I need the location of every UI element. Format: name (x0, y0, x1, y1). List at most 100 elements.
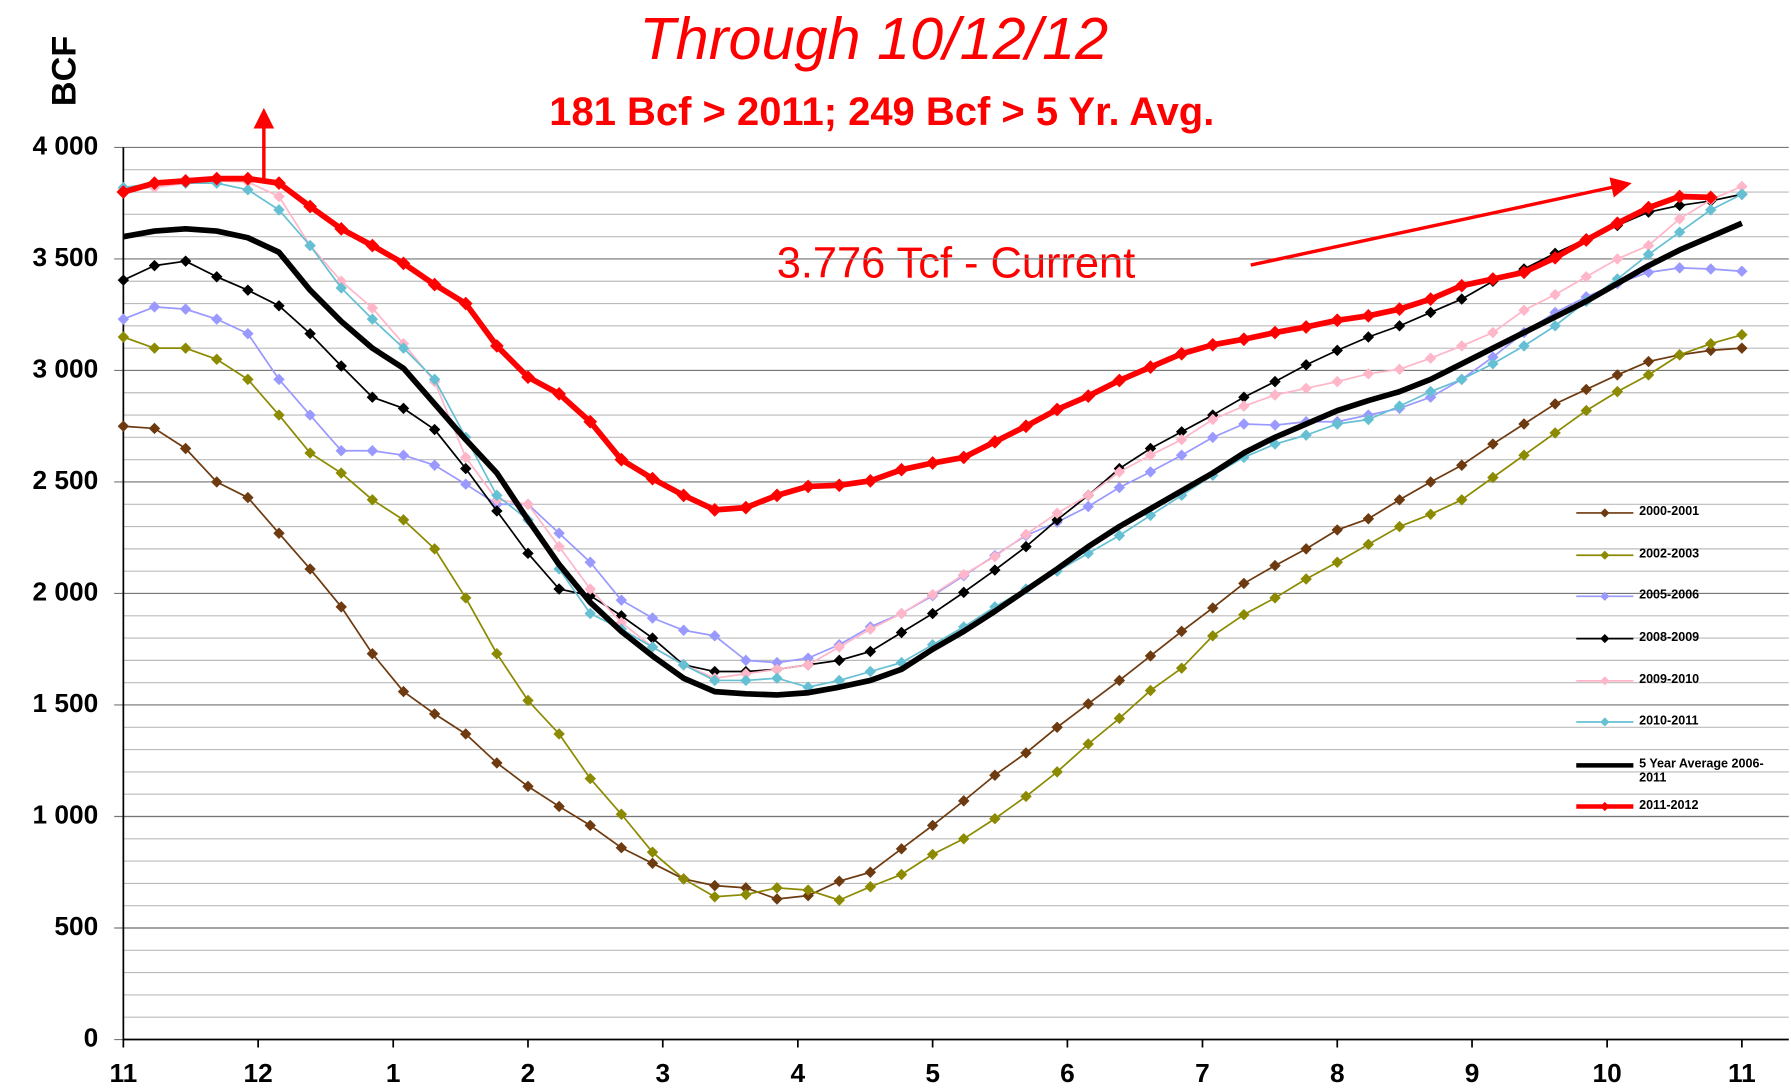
data-point (335, 275, 347, 287)
data-point (709, 891, 721, 903)
data-point (553, 728, 565, 740)
legend-marker (1600, 550, 1610, 560)
data-point (522, 780, 534, 793)
legend-marker (1600, 801, 1610, 812)
data-point (584, 819, 596, 832)
x-tick-label: 6 (1060, 1058, 1075, 1088)
data-point (1113, 481, 1126, 494)
data-point (1611, 253, 1624, 265)
y-tick-label: 1 000 (32, 799, 98, 829)
data-point (1051, 514, 1063, 526)
data-point (1331, 344, 1343, 357)
chart-subtitle: 181 Bcf > 2011; 249 Bcf > 5 Yr. Avg. (549, 90, 1214, 134)
data-point (117, 331, 130, 343)
data-point (1082, 500, 1094, 513)
data-point (148, 259, 161, 272)
data-point (428, 708, 441, 720)
legend-item: 2005-2006 (1639, 588, 1699, 602)
data-point (646, 641, 659, 653)
data-point (1611, 369, 1624, 381)
data-point (989, 769, 1001, 781)
data-point (1518, 418, 1530, 430)
data-point (958, 568, 970, 581)
data-point (491, 647, 503, 660)
x-tick-label: 7 (1195, 1058, 1210, 1088)
y-tick-label: 500 (54, 911, 98, 941)
data-point (1454, 278, 1469, 293)
data-point (1393, 494, 1406, 506)
data-point (895, 607, 908, 620)
data-point (1610, 216, 1625, 231)
data-point (522, 547, 534, 560)
data-point (1113, 466, 1126, 478)
data-point (615, 842, 628, 854)
data-point (1487, 351, 1499, 363)
data-point (1113, 529, 1126, 542)
x-tick-label: 11 (109, 1058, 137, 1088)
data-point (1487, 326, 1499, 339)
data-point (1082, 698, 1094, 710)
data-point (1362, 331, 1375, 343)
data-point (304, 327, 316, 340)
data-point (304, 409, 316, 421)
data-point (646, 612, 659, 624)
y-tick-label: 3 000 (32, 353, 98, 383)
y-tick-label: 0 (84, 1022, 99, 1052)
data-point (179, 255, 192, 267)
legend-item: 5 Year Average 2006-2011 (1639, 757, 1764, 784)
data-point (1300, 573, 1312, 585)
data-point (522, 694, 534, 707)
series-line (122, 175, 1711, 513)
data-point (1487, 471, 1499, 484)
data-point (1051, 507, 1063, 519)
data-point (864, 623, 877, 635)
data-point (1331, 524, 1343, 536)
data-point (677, 624, 690, 636)
x-tick-label: 10 (1593, 1058, 1622, 1088)
data-point (645, 471, 660, 486)
data-point (366, 445, 379, 457)
data-point (1300, 543, 1312, 555)
data-point (1361, 308, 1376, 323)
data-point (1331, 375, 1343, 388)
data-point (242, 491, 254, 504)
data-point (1518, 340, 1530, 352)
legend-marker (1600, 676, 1610, 686)
data-point (1362, 513, 1375, 525)
data-point (926, 607, 939, 620)
data-point (242, 327, 254, 340)
data-point (1673, 262, 1686, 274)
legend-marker (1600, 591, 1610, 601)
data-point (1642, 369, 1655, 381)
chart-title: Through 10/12/12 (639, 5, 1108, 72)
data-point (863, 473, 878, 488)
data-point (958, 833, 970, 845)
data-point (1269, 592, 1281, 604)
legend-item: 2011-2012 (1639, 799, 1698, 813)
data-point (427, 277, 442, 292)
data-point (1549, 398, 1561, 410)
data-point (1175, 625, 1188, 638)
data-point (802, 652, 814, 664)
data-point (1238, 391, 1250, 403)
data-point (1549, 427, 1561, 439)
data-point (116, 185, 131, 199)
data-point (1300, 429, 1312, 441)
data-point (304, 239, 316, 252)
data-point (1113, 712, 1126, 725)
data-point (1424, 508, 1437, 521)
data-point (1518, 449, 1530, 461)
data-point (894, 462, 909, 477)
legend-label: 2008-2009 (1639, 630, 1700, 645)
data-point (1020, 540, 1032, 553)
data-point (522, 498, 534, 510)
data-point (1642, 355, 1655, 368)
data-point (646, 857, 659, 870)
data-point (1082, 489, 1094, 502)
data-point (1705, 263, 1717, 275)
data-point (895, 626, 908, 639)
data-point (397, 685, 410, 698)
data-point (491, 489, 503, 502)
data-point (365, 238, 380, 253)
series-line (122, 220, 1744, 698)
